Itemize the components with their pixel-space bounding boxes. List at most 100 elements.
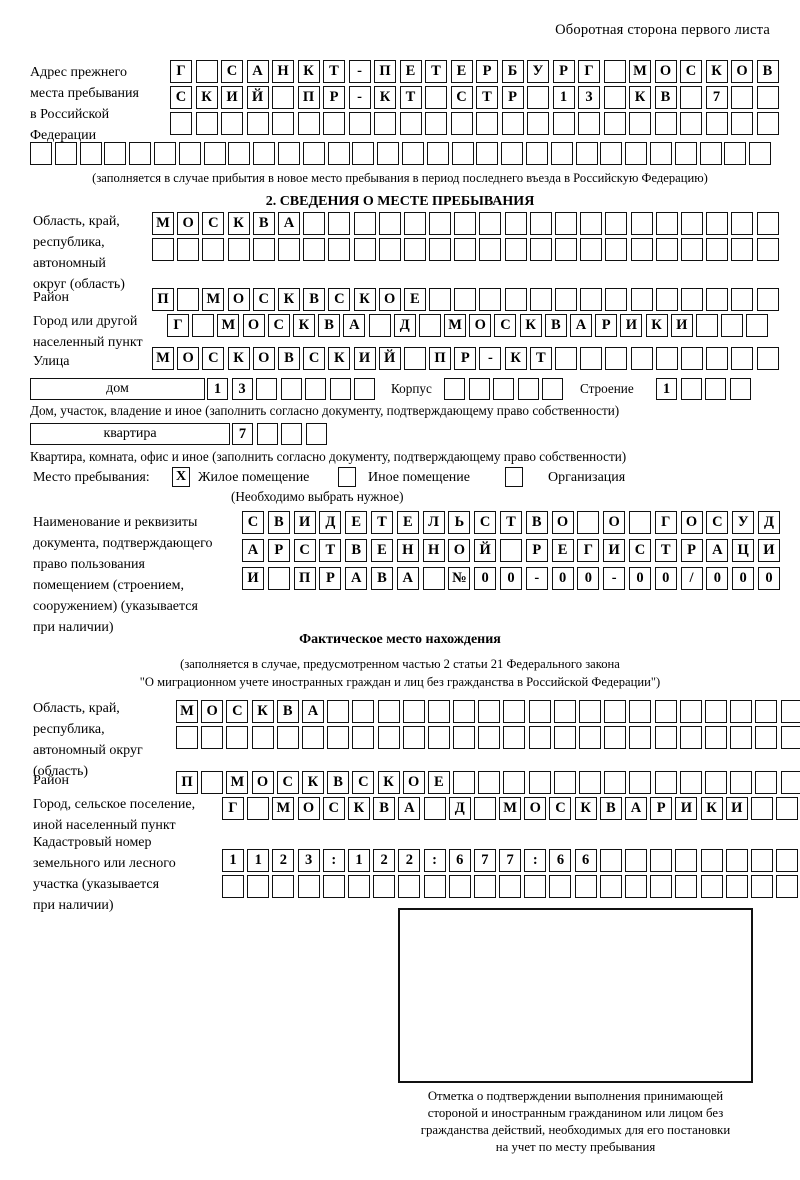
- char-cell[interactable]: И: [725, 797, 748, 820]
- char-cell[interactable]: [328, 212, 351, 235]
- char-cell[interactable]: [352, 700, 375, 723]
- char-cell[interactable]: [655, 238, 678, 261]
- char-cell[interactable]: [630, 288, 653, 311]
- char-cell[interactable]: [478, 726, 501, 749]
- char-cell[interactable]: [479, 212, 502, 235]
- char-cell[interactable]: [429, 288, 452, 311]
- char-cell[interactable]: О: [227, 288, 250, 311]
- char-cell[interactable]: [503, 771, 526, 794]
- char-cell[interactable]: О: [251, 771, 274, 794]
- char-cell[interactable]: [630, 212, 653, 235]
- char-cell[interactable]: [401, 142, 424, 165]
- char-cell[interactable]: [30, 142, 52, 165]
- char-cell[interactable]: [600, 142, 623, 165]
- char-cell[interactable]: [504, 212, 527, 235]
- char-cell[interactable]: [253, 142, 276, 165]
- char-cell[interactable]: [79, 142, 102, 165]
- char-cell[interactable]: [448, 875, 471, 898]
- actual-region-comb-row-2[interactable]: [176, 726, 800, 749]
- char-cell[interactable]: Т: [476, 86, 498, 109]
- char-cell[interactable]: [228, 142, 251, 165]
- char-cell[interactable]: [222, 875, 244, 898]
- char-cell[interactable]: Г: [654, 511, 677, 534]
- char-cell[interactable]: [553, 771, 576, 794]
- char-cell[interactable]: В: [756, 60, 779, 83]
- document-comb-row-3[interactable]: И П Р А В А № 0 0-0 0-0 0/0 0 0: [242, 567, 780, 590]
- char-cell[interactable]: А: [396, 567, 419, 590]
- char-cell[interactable]: 1: [222, 849, 244, 872]
- char-cell[interactable]: [501, 142, 524, 165]
- char-cell[interactable]: Е: [396, 511, 419, 534]
- char-cell[interactable]: [780, 700, 800, 723]
- char-cell[interactable]: [192, 314, 215, 337]
- char-cell[interactable]: [580, 238, 603, 261]
- char-cell[interactable]: С: [628, 539, 651, 562]
- char-cell[interactable]: К: [277, 288, 300, 311]
- char-cell[interactable]: [630, 238, 653, 261]
- char-cell[interactable]: [680, 347, 703, 370]
- char-cell[interactable]: [756, 112, 779, 135]
- char-cell[interactable]: Р: [323, 86, 345, 109]
- char-cell[interactable]: [454, 238, 477, 261]
- char-cell[interactable]: Р: [595, 314, 618, 337]
- char-cell[interactable]: [746, 314, 769, 337]
- char-cell[interactable]: [756, 238, 779, 261]
- char-cell[interactable]: [750, 849, 773, 872]
- char-cell[interactable]: С: [352, 771, 375, 794]
- char-cell[interactable]: [549, 875, 572, 898]
- char-cell[interactable]: В: [654, 86, 677, 109]
- char-cell[interactable]: [453, 726, 476, 749]
- char-cell[interactable]: 0: [757, 567, 780, 590]
- char-cell[interactable]: Й: [378, 347, 401, 370]
- char-cell[interactable]: [680, 238, 703, 261]
- char-cell[interactable]: [402, 726, 425, 749]
- char-cell[interactable]: 3: [297, 849, 320, 872]
- char-cell[interactable]: [302, 142, 325, 165]
- char-cell[interactable]: [425, 112, 447, 135]
- char-cell[interactable]: С: [202, 212, 225, 235]
- char-cell[interactable]: [528, 726, 551, 749]
- char-cell[interactable]: Й: [246, 86, 269, 109]
- char-cell[interactable]: [301, 726, 324, 749]
- char-cell[interactable]: Т: [370, 511, 393, 534]
- char-cell[interactable]: К: [645, 314, 668, 337]
- char-cell[interactable]: Р: [525, 539, 548, 562]
- char-cell[interactable]: 0: [551, 567, 574, 590]
- char-cell[interactable]: [353, 238, 376, 261]
- char-cell[interactable]: 1: [207, 378, 228, 400]
- char-cell[interactable]: [429, 212, 452, 235]
- char-cell[interactable]: [201, 771, 224, 794]
- char-cell[interactable]: [705, 112, 728, 135]
- char-cell[interactable]: [599, 875, 622, 898]
- char-cell[interactable]: В: [373, 797, 396, 820]
- char-cell[interactable]: [399, 112, 422, 135]
- char-cell[interactable]: [605, 212, 628, 235]
- char-cell[interactable]: [422, 567, 445, 590]
- char-cell[interactable]: Т: [529, 347, 552, 370]
- char-cell[interactable]: Т: [499, 511, 522, 534]
- char-cell[interactable]: [499, 539, 522, 562]
- char-cell[interactable]: [398, 875, 421, 898]
- char-cell[interactable]: К: [705, 60, 728, 83]
- char-cell[interactable]: А: [246, 60, 269, 83]
- char-cell[interactable]: Р: [680, 539, 703, 562]
- char-cell[interactable]: [152, 238, 174, 261]
- char-cell[interactable]: -: [348, 86, 371, 109]
- char-cell[interactable]: К: [700, 797, 723, 820]
- char-cell[interactable]: О: [242, 314, 265, 337]
- char-cell[interactable]: У: [732, 511, 755, 534]
- flat-number-comb[interactable]: 7: [232, 423, 327, 445]
- char-cell[interactable]: [679, 700, 702, 723]
- char-cell[interactable]: 2: [373, 849, 396, 872]
- char-cell[interactable]: [604, 700, 627, 723]
- char-cell[interactable]: [251, 726, 274, 749]
- char-cell[interactable]: [195, 112, 218, 135]
- char-cell[interactable]: В: [327, 771, 350, 794]
- char-cell[interactable]: К: [574, 797, 597, 820]
- char-cell[interactable]: [277, 238, 300, 261]
- char-cell[interactable]: М: [499, 797, 522, 820]
- char-cell[interactable]: [493, 378, 514, 400]
